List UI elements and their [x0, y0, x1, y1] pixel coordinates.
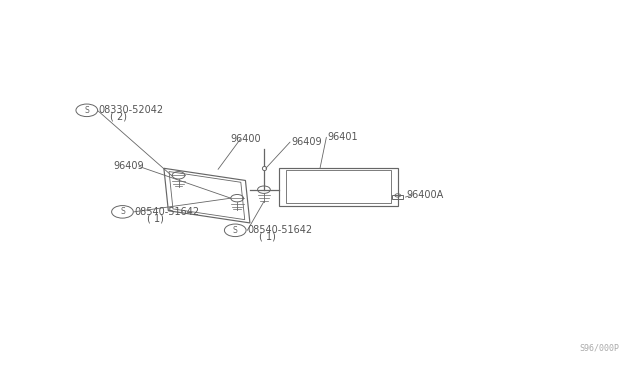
Text: 96400: 96400: [231, 134, 261, 144]
Text: 08540-51642: 08540-51642: [247, 225, 312, 235]
Text: ( 2): ( 2): [109, 112, 127, 122]
Text: ( 1): ( 1): [259, 232, 276, 241]
Text: 96401: 96401: [328, 132, 358, 142]
Text: 08540-51642: 08540-51642: [134, 207, 199, 217]
Text: S: S: [120, 207, 125, 217]
Text: S96/000P: S96/000P: [579, 343, 620, 352]
Text: 96409: 96409: [113, 161, 143, 171]
Text: S: S: [84, 106, 89, 115]
Text: S: S: [233, 226, 237, 235]
Text: ( 1): ( 1): [147, 213, 164, 223]
Text: 96409: 96409: [291, 137, 322, 147]
Text: 08330-52042: 08330-52042: [99, 105, 163, 115]
Text: 96400A: 96400A: [406, 190, 444, 200]
